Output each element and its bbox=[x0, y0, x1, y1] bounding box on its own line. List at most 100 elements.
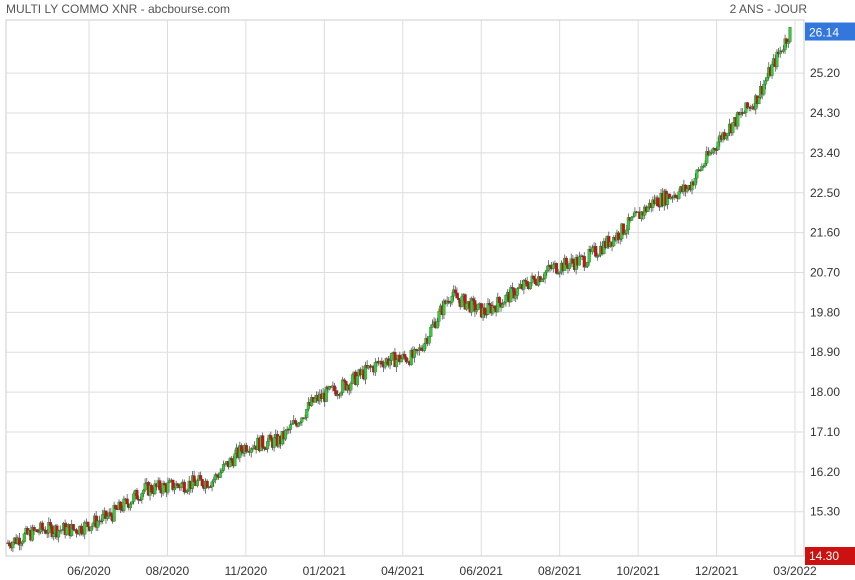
candle-body bbox=[262, 447, 266, 449]
candle-body bbox=[504, 295, 508, 303]
candle-body bbox=[710, 152, 714, 154]
candle-body bbox=[577, 256, 581, 266]
candle-body bbox=[11, 542, 15, 549]
candle-body bbox=[545, 269, 549, 273]
candle-body bbox=[595, 256, 599, 258]
y-tick-label: 21.60 bbox=[810, 226, 840, 240]
candle-body bbox=[269, 435, 273, 440]
x-tick-label: 12/2021 bbox=[695, 564, 739, 578]
candle-body bbox=[79, 525, 84, 534]
candle-body bbox=[501, 304, 505, 308]
candle-body bbox=[450, 295, 454, 303]
y-tick-label: 22.50 bbox=[810, 186, 840, 200]
candle-body bbox=[383, 362, 387, 368]
candle-body bbox=[455, 292, 459, 299]
candle-body bbox=[341, 379, 345, 393]
y-tick-label: 18.90 bbox=[810, 345, 840, 359]
last-price-label: 26.14 bbox=[809, 26, 839, 40]
candle-body bbox=[135, 489, 139, 500]
candle-body bbox=[150, 485, 154, 493]
candle-body bbox=[548, 265, 552, 268]
candle-body bbox=[161, 483, 165, 494]
candle-body bbox=[339, 392, 343, 396]
low-price-label: 14.30 bbox=[809, 549, 839, 563]
candle-body bbox=[705, 151, 709, 164]
y-tick-label: 17.10 bbox=[810, 425, 840, 439]
candle-body bbox=[158, 480, 162, 491]
last-price-badge bbox=[805, 22, 855, 41]
candle-body bbox=[324, 386, 328, 402]
candle-body bbox=[8, 542, 12, 547]
candle-body bbox=[515, 288, 519, 296]
candle-body bbox=[429, 327, 433, 337]
candle-body bbox=[543, 272, 547, 279]
candle-body bbox=[724, 135, 728, 139]
candle-body bbox=[427, 336, 431, 344]
candle-body bbox=[200, 479, 204, 487]
candle-body bbox=[210, 481, 214, 488]
y-tick-label: 24.30 bbox=[810, 106, 840, 120]
candle-body bbox=[109, 512, 113, 517]
low-price-badge bbox=[805, 547, 855, 565]
candle-body bbox=[342, 379, 346, 382]
candle-body bbox=[141, 489, 146, 494]
candle-body bbox=[492, 305, 497, 308]
candle-body bbox=[582, 256, 586, 268]
candle-body bbox=[119, 501, 123, 510]
candle-body bbox=[52, 533, 56, 537]
candle-body bbox=[695, 169, 699, 179]
candle-body bbox=[140, 493, 144, 500]
candle-body bbox=[430, 324, 435, 328]
candle-body bbox=[112, 505, 116, 522]
candle-body bbox=[412, 349, 417, 358]
candle-body bbox=[617, 232, 621, 240]
candle-body bbox=[300, 417, 304, 423]
candle-body bbox=[128, 503, 132, 509]
candle-body bbox=[564, 257, 568, 265]
candle-body bbox=[403, 354, 407, 358]
candle-body bbox=[746, 102, 750, 109]
x-tick-label: 01/2021 bbox=[303, 564, 347, 578]
y-tick-label: 16.20 bbox=[810, 465, 840, 479]
candle-body bbox=[586, 262, 590, 267]
candle-body bbox=[726, 133, 730, 137]
candle-body bbox=[71, 524, 75, 530]
candle-body bbox=[48, 522, 52, 526]
candle-body bbox=[422, 343, 426, 351]
candle-body bbox=[65, 526, 69, 535]
candle-body bbox=[101, 514, 105, 522]
candle-body bbox=[558, 271, 562, 274]
candle-body bbox=[476, 303, 480, 310]
candle-body bbox=[571, 258, 575, 264]
candle-body bbox=[528, 282, 532, 290]
candle-body bbox=[514, 295, 518, 299]
candle-body bbox=[630, 216, 634, 221]
candle-body bbox=[486, 303, 490, 315]
candle-body bbox=[60, 529, 64, 532]
candle-body bbox=[781, 49, 786, 52]
x-tick-label: 08/2020 bbox=[146, 564, 190, 578]
candle-body bbox=[125, 498, 129, 505]
candle-body bbox=[35, 529, 39, 533]
candle-body bbox=[488, 303, 492, 306]
candle-body bbox=[626, 217, 630, 231]
candle-body bbox=[690, 181, 694, 191]
candle-body bbox=[731, 122, 735, 134]
candle-body bbox=[199, 475, 203, 480]
candle-body bbox=[380, 361, 384, 365]
candle-body bbox=[288, 424, 292, 430]
candle-body bbox=[91, 523, 95, 527]
candle-body bbox=[762, 84, 766, 95]
x-tick-label: 04/2021 bbox=[381, 564, 425, 578]
candle-body bbox=[19, 543, 23, 546]
candle-body bbox=[233, 453, 237, 467]
candle-body bbox=[22, 533, 26, 542]
plot-frame bbox=[5, 19, 805, 557]
candle-body bbox=[163, 483, 167, 486]
candle-body bbox=[666, 193, 670, 205]
candle-body bbox=[244, 445, 248, 452]
candle-body bbox=[349, 383, 353, 391]
candle-body bbox=[114, 505, 118, 510]
